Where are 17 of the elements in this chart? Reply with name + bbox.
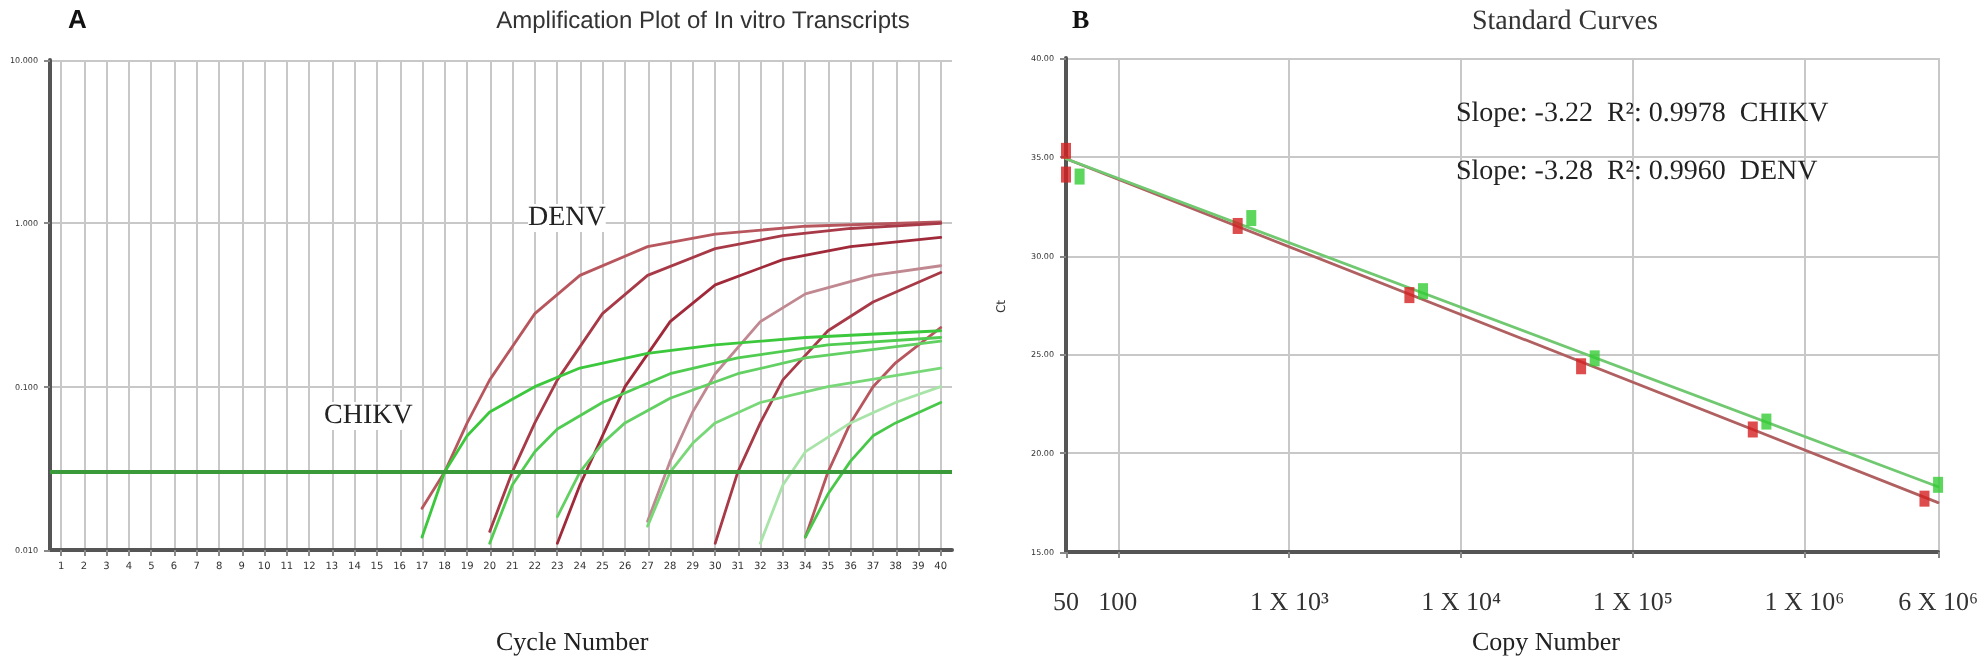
chart-title: Standard Curves bbox=[1471, 7, 1658, 37]
annotation: Slope: -3.22 R²: 0.9978 CHIKV bbox=[1456, 99, 1829, 129]
annotation: DENV bbox=[528, 203, 606, 233]
x-tick-label: 50 bbox=[1053, 586, 1079, 616]
x-tick-label: 1 X 10⁴ bbox=[1421, 586, 1502, 616]
x-tick-label: 1 X 10⁵ bbox=[1592, 586, 1673, 616]
x-tick-label: 1 X 10³ bbox=[1250, 586, 1329, 616]
x-axis-title: Cycle Number bbox=[496, 626, 650, 656]
x-tick-label: 100 bbox=[1098, 586, 1138, 616]
text: A bbox=[68, 4, 88, 34]
annotation: Slope: -3.28 R²: 0.9960 DENV bbox=[1456, 157, 1818, 187]
annotation: CHIKV bbox=[324, 401, 413, 431]
x-tick-label: 6 X 10⁶ bbox=[1898, 586, 1978, 616]
text: B bbox=[1072, 4, 1090, 34]
x-axis-title: Copy Number bbox=[1471, 626, 1622, 656]
x-tick-label: 1 X 10⁶ bbox=[1764, 586, 1845, 616]
chart-title: Amplification Plot of In vitro Transcripts bbox=[496, 6, 910, 34]
